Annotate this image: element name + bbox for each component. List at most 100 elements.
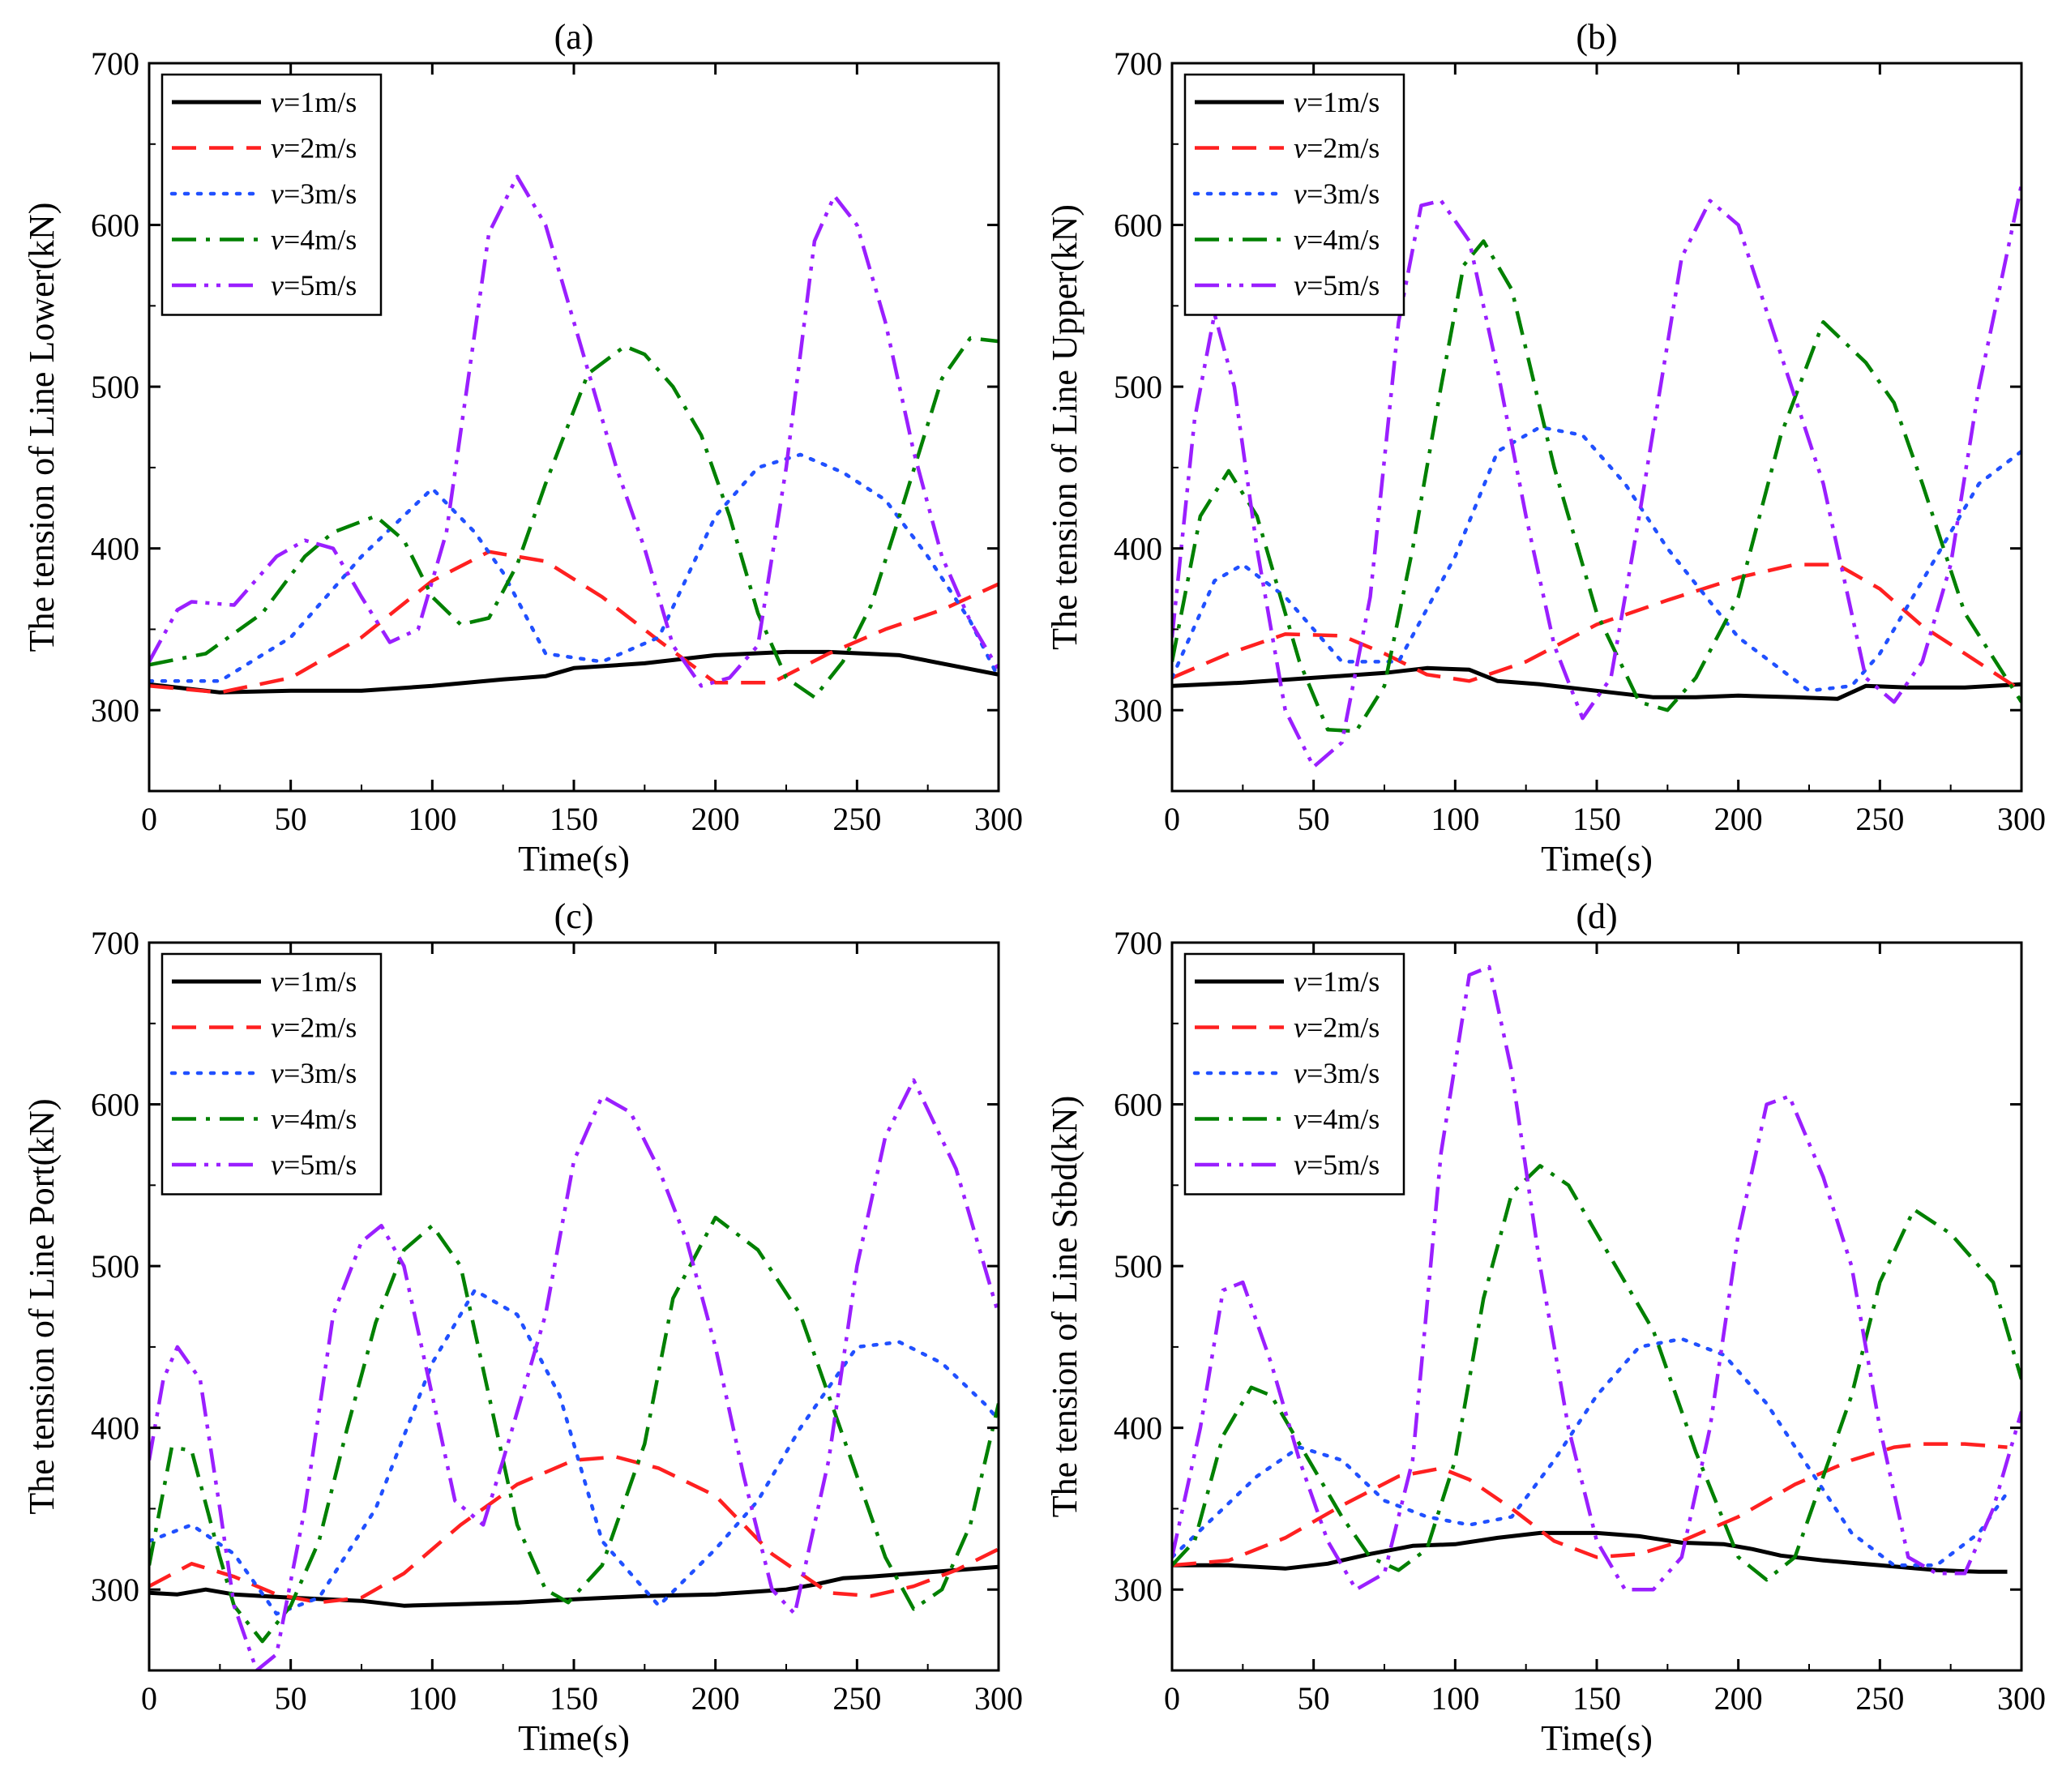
x-tick-label: 0 bbox=[1164, 801, 1180, 837]
panel-b: 0 50 100 150 200 250 300 300 400 500 600 700 (b) Time… bbox=[1045, 17, 2046, 879]
legend-label-4: v=4m/s bbox=[1294, 1103, 1380, 1136]
y-tick-label: 400 bbox=[1114, 531, 1162, 567]
y-tick-label: 400 bbox=[91, 1410, 139, 1447]
legend-label-1: v=1m/s bbox=[271, 965, 357, 998]
series-line-3 bbox=[1172, 425, 2021, 693]
legend-label-2: v=2m/s bbox=[1294, 1011, 1380, 1044]
series-line-4 bbox=[149, 336, 999, 699]
x-tick-label: 200 bbox=[691, 1680, 740, 1717]
series-line-1 bbox=[1172, 1530, 2008, 1574]
series-line-5 bbox=[149, 1078, 999, 1670]
panel-c: 0 50 100 150 200 250 300 300 400 500 600 700 (c) Time… bbox=[22, 896, 1023, 1758]
x-tick-label: 150 bbox=[550, 1680, 598, 1717]
x-tick-label: 300 bbox=[974, 1680, 1023, 1717]
plot-area bbox=[1172, 964, 2021, 1592]
x-axis-title: Time(s) bbox=[1541, 839, 1653, 879]
plot-area bbox=[1172, 184, 2021, 769]
series-line-5 bbox=[1172, 964, 2021, 1592]
y-tick-label: 700 bbox=[1114, 925, 1162, 961]
series-line-3 bbox=[1172, 1337, 2009, 1567]
y-axis-title: The tension of Line Lower(kN) bbox=[22, 203, 62, 652]
x-tick-label: 250 bbox=[832, 801, 881, 837]
legend-label-2: v=2m/s bbox=[271, 132, 357, 165]
legend: v=1m/s v=2m/s v=3m/s v=4m/s v=5m/s bbox=[160, 73, 383, 316]
y-tick-label: 400 bbox=[1114, 1410, 1162, 1447]
legend-label-3: v=3m/s bbox=[271, 1057, 357, 1089]
series-line-4 bbox=[1172, 239, 2021, 733]
x-tick-label: 0 bbox=[141, 1680, 157, 1717]
x-tick-label: 100 bbox=[408, 1680, 456, 1717]
y-tick-label: 300 bbox=[1114, 692, 1162, 729]
legend-label-1: v=1m/s bbox=[271, 86, 357, 118]
panel-d: 0 50 100 150 200 250 300 300 400 500 600 700 (d) Time… bbox=[1045, 896, 2046, 1758]
x-tick-label: 300 bbox=[974, 801, 1023, 837]
x-tick-label: 0 bbox=[1164, 1680, 1180, 1717]
y-tick-label: 600 bbox=[1114, 207, 1162, 244]
y-axis-title: The tension of Line Stbd(kN) bbox=[1045, 1096, 1084, 1518]
series-line-2 bbox=[149, 550, 999, 695]
legend-label-5: v=5m/s bbox=[271, 1148, 357, 1181]
panel-title: (b) bbox=[1576, 17, 1617, 57]
y-tick-label: 300 bbox=[91, 1572, 139, 1608]
legend-label-3: v=3m/s bbox=[1294, 1057, 1380, 1089]
legend-label-4: v=4m/s bbox=[271, 1103, 357, 1136]
series-line-1 bbox=[1172, 665, 2021, 701]
legend: v=1m/s v=2m/s v=3m/s v=4m/s v=5m/s bbox=[1183, 73, 1405, 316]
x-tick-label: 50 bbox=[1298, 801, 1330, 837]
series-line-2 bbox=[1172, 1442, 2008, 1567]
x-tick-label: 50 bbox=[275, 801, 307, 837]
legend-label-5: v=5m/s bbox=[1294, 1148, 1380, 1181]
x-tick-label: 150 bbox=[1572, 801, 1621, 837]
plot-area bbox=[149, 174, 999, 699]
y-tick-label: 400 bbox=[91, 531, 139, 567]
x-tick-label: 300 bbox=[1997, 801, 2046, 837]
legend-label-3: v=3m/s bbox=[271, 177, 357, 210]
series-line-4 bbox=[149, 1215, 999, 1644]
y-tick-label: 700 bbox=[91, 45, 139, 82]
x-tick-label: 250 bbox=[832, 1680, 881, 1717]
y-tick-label: 700 bbox=[1114, 45, 1162, 82]
y-tick-label: 600 bbox=[91, 1087, 139, 1123]
x-tick-label: 150 bbox=[1572, 1680, 1621, 1717]
x-tick-label: 200 bbox=[691, 801, 740, 837]
series-line-5 bbox=[1172, 184, 2021, 769]
legend-label-4: v=4m/s bbox=[1294, 224, 1380, 256]
legend: v=1m/s v=2m/s v=3m/s v=4m/s v=5m/s bbox=[160, 952, 383, 1195]
y-tick-label: 600 bbox=[91, 207, 139, 244]
series-line-3 bbox=[149, 452, 999, 683]
x-tick-label: 150 bbox=[550, 801, 598, 837]
series-line-2 bbox=[149, 1455, 999, 1605]
x-tick-label: 0 bbox=[141, 801, 157, 837]
x-tick-label: 100 bbox=[408, 801, 456, 837]
y-tick-label: 300 bbox=[1114, 1572, 1162, 1608]
x-tick-label: 50 bbox=[1298, 1680, 1330, 1717]
plot-area bbox=[149, 1078, 999, 1670]
x-axis-title: Time(s) bbox=[518, 1718, 630, 1758]
legend-label-3: v=3m/s bbox=[1294, 177, 1380, 210]
y-tick-label: 500 bbox=[1114, 369, 1162, 405]
y-tick-label: 500 bbox=[91, 1248, 139, 1285]
x-tick-label: 250 bbox=[1855, 801, 1904, 837]
y-tick-label: 500 bbox=[1114, 1248, 1162, 1285]
series-line-3 bbox=[149, 1288, 999, 1616]
y-tick-label: 300 bbox=[91, 692, 139, 729]
y-axis-title: The tension of Line Port(kN) bbox=[22, 1098, 62, 1514]
y-axis-title: The tension of Line Upper(kN) bbox=[1045, 204, 1084, 650]
legend: v=1m/s v=2m/s v=3m/s v=4m/s v=5m/s bbox=[1183, 952, 1405, 1195]
x-tick-label: 300 bbox=[1997, 1680, 2046, 1717]
x-axis-title: Time(s) bbox=[518, 839, 630, 879]
legend-label-4: v=4m/s bbox=[271, 224, 357, 256]
y-tick-label: 700 bbox=[91, 925, 139, 961]
x-tick-label: 250 bbox=[1855, 1680, 1904, 1717]
legend-label-2: v=2m/s bbox=[271, 1011, 357, 1044]
series-line-2 bbox=[1172, 562, 2021, 693]
x-tick-label: 100 bbox=[1431, 1680, 1479, 1717]
y-tick-label: 600 bbox=[1114, 1087, 1162, 1123]
legend-label-1: v=1m/s bbox=[1294, 86, 1380, 118]
x-tick-label: 200 bbox=[1714, 1680, 1763, 1717]
x-tick-label: 50 bbox=[275, 1680, 307, 1717]
panel-a: 0 50 100 150 200 250 300 300 400 500 600 700 (a) Time… bbox=[22, 17, 1023, 879]
panel-title: (d) bbox=[1576, 896, 1617, 936]
x-tick-label: 100 bbox=[1431, 801, 1479, 837]
